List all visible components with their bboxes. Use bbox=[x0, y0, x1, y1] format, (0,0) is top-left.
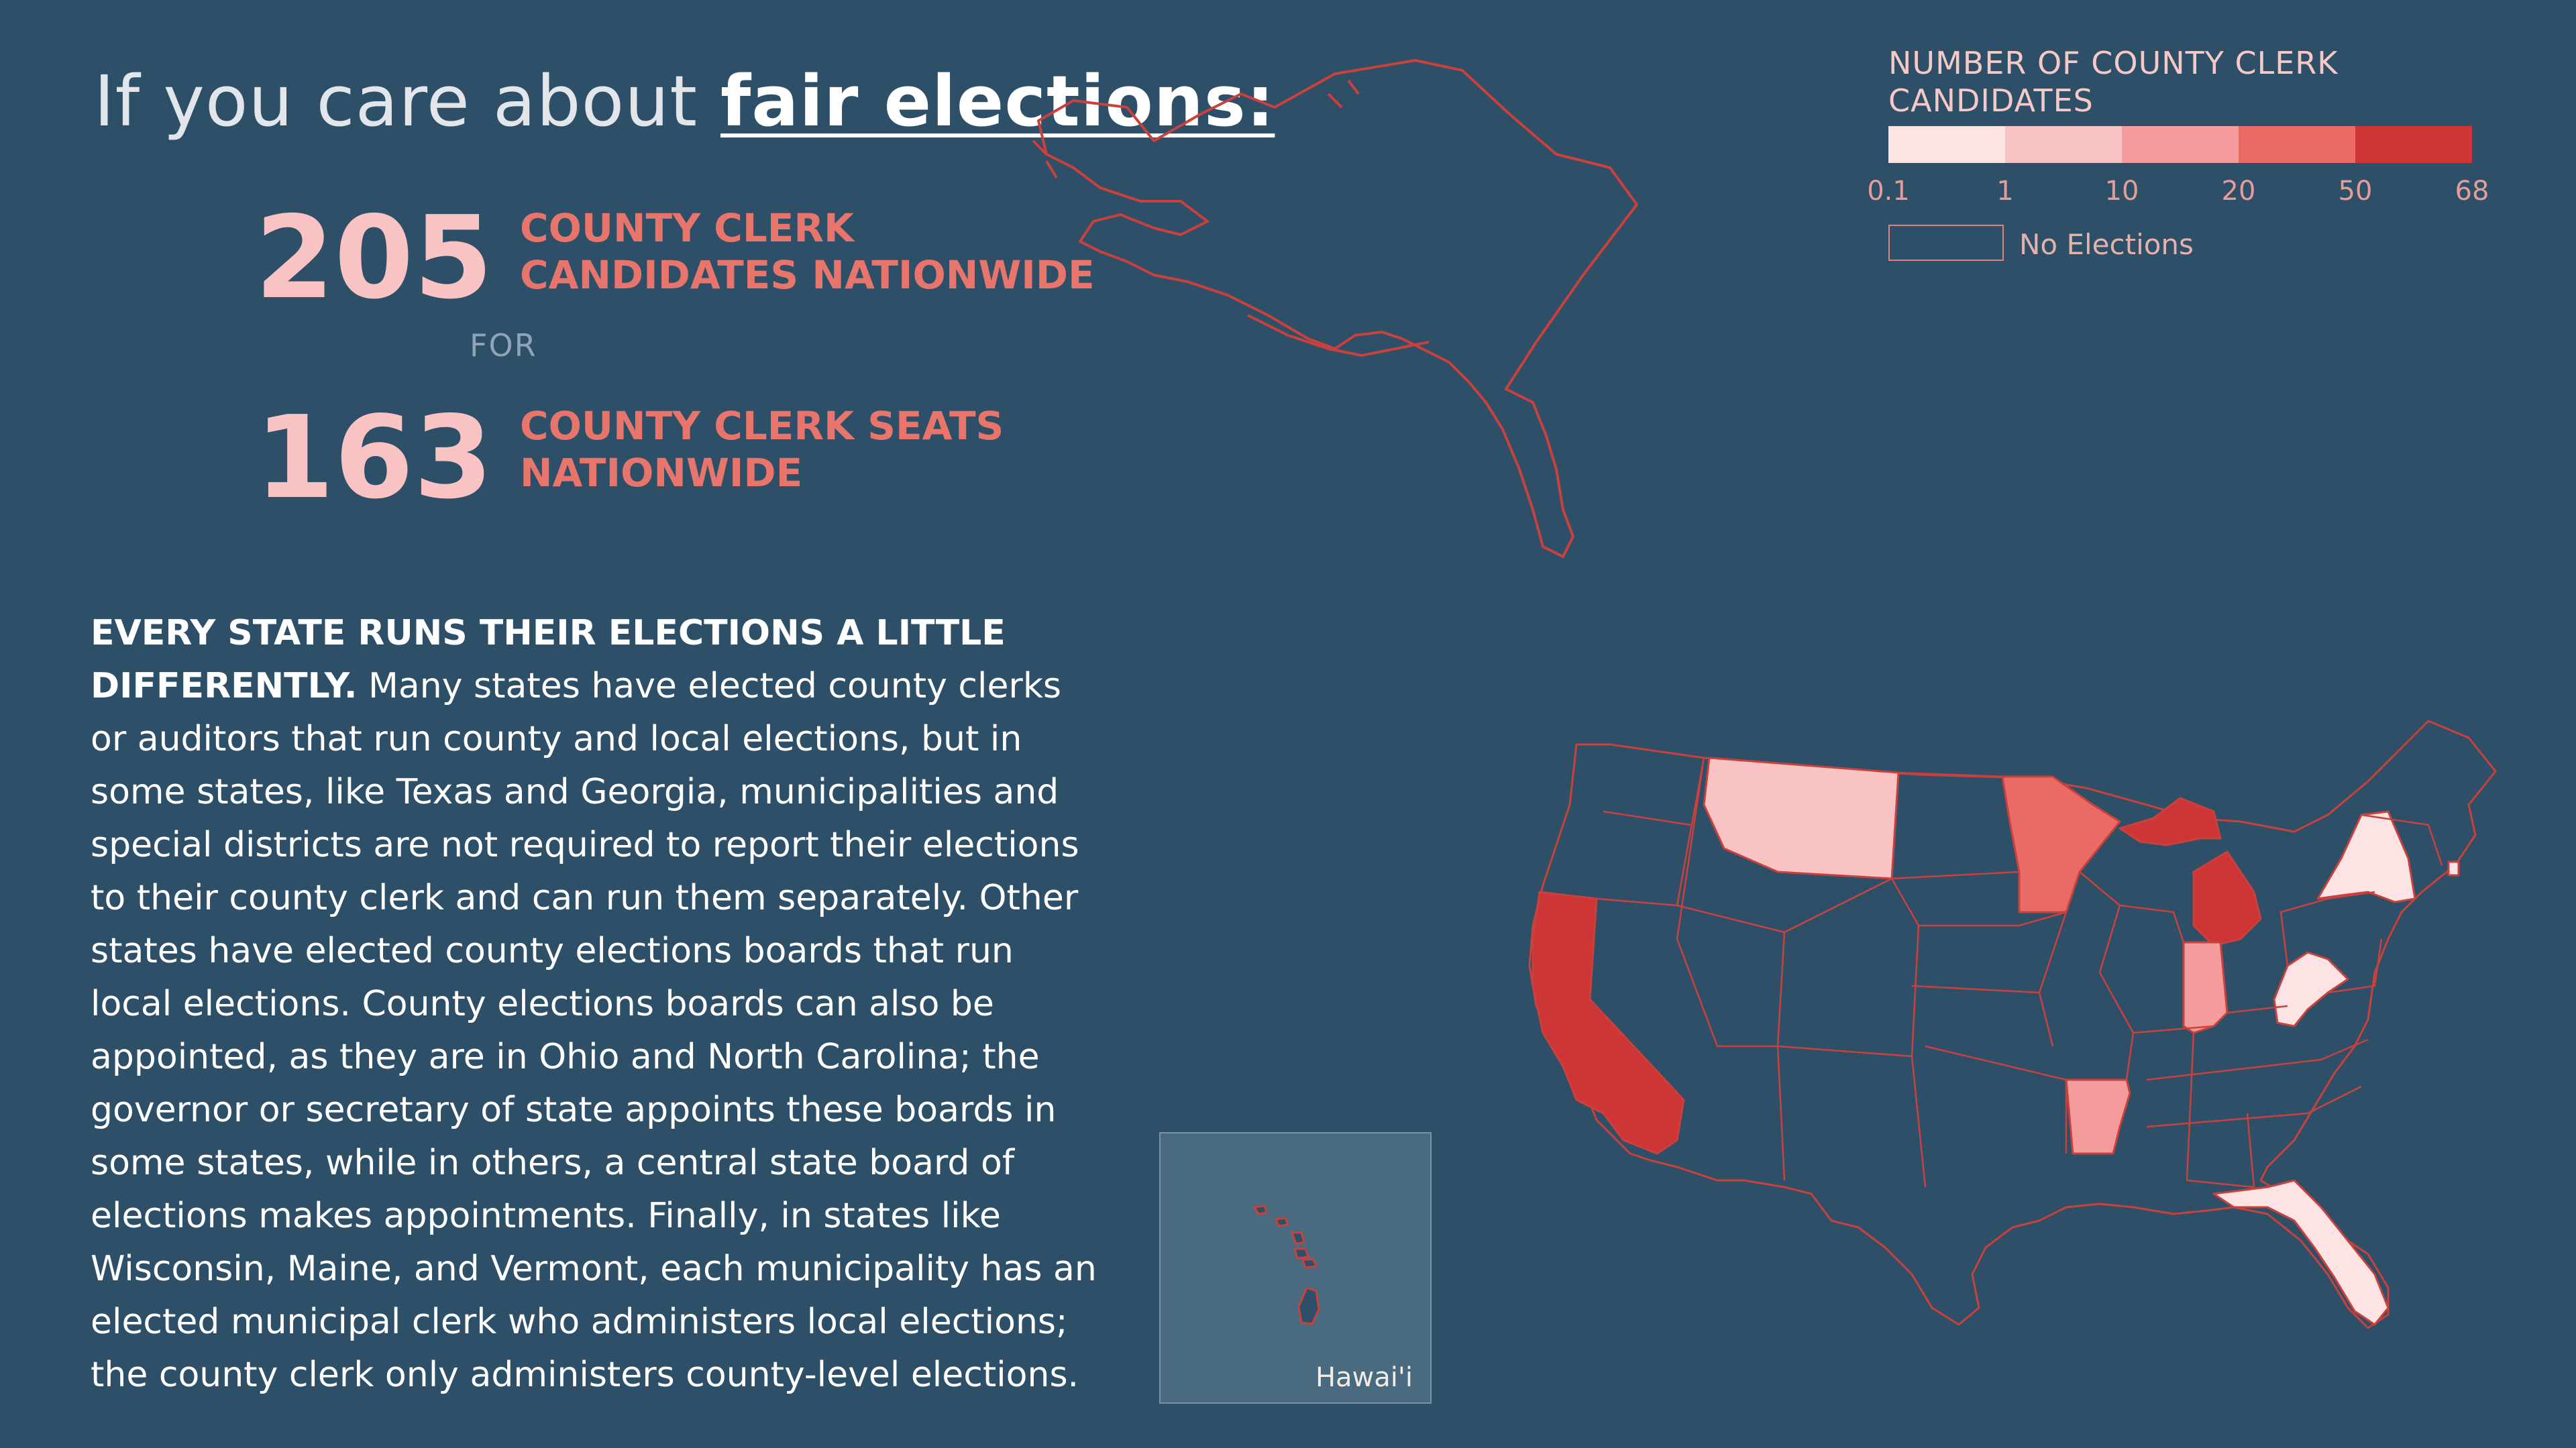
legend-swatch-3 bbox=[2122, 126, 2239, 163]
explanation-paragraph: EVERY STATE RUNS THEIR ELECTIONS A LITTL… bbox=[91, 607, 1097, 1402]
hawaii-islands bbox=[1252, 1205, 1320, 1325]
state-borders bbox=[1596, 757, 2443, 1188]
legend-title-line1: NUMBER OF COUNTY CLERK bbox=[1888, 45, 2339, 81]
hawaii-island bbox=[1293, 1247, 1310, 1260]
legend-tick: 1 bbox=[1996, 176, 2014, 207]
legend-swatch-4 bbox=[2239, 126, 2355, 163]
state-west-virginia bbox=[2273, 951, 2349, 1027]
legend-title: NUMBER OF COUNTY CLERK CANDIDATES bbox=[1888, 44, 2338, 119]
state-borders bbox=[1596, 757, 2443, 1188]
legend-title-line2: CANDIDATES bbox=[1888, 82, 2094, 119]
hawaii-island bbox=[1274, 1217, 1290, 1227]
legend-swatch-2 bbox=[2005, 126, 2122, 163]
legend-no-elections-swatch bbox=[1888, 225, 2004, 261]
state-michigan bbox=[2118, 797, 2262, 947]
candidates-label-line1: COUNTY CLERK bbox=[520, 205, 855, 251]
state-indiana bbox=[2182, 941, 2229, 1034]
explanation-text: Many states have elected county clerks o… bbox=[91, 666, 1097, 1395]
hawaii-island-group bbox=[1252, 1205, 1320, 1325]
seats-label: COUNTY CLERK SEATS NATIONWIDE bbox=[520, 402, 1004, 496]
state-alaska bbox=[1037, 59, 1638, 558]
hawaii-island bbox=[1301, 1258, 1318, 1269]
hawaii-island bbox=[1252, 1205, 1268, 1215]
for-connector: FOR bbox=[470, 327, 537, 364]
title-prefix: If you care about bbox=[94, 60, 721, 142]
seats-label-line2: NATIONWIDE bbox=[520, 450, 803, 496]
page-title: If you care about fair elections: bbox=[94, 60, 1275, 142]
state-new-york bbox=[2316, 810, 2416, 903]
legend-swatch-5 bbox=[2355, 126, 2472, 163]
legend-color-scale bbox=[1888, 126, 2472, 163]
state-california bbox=[1532, 891, 1685, 1155]
hawaii-label: Hawai'i bbox=[1315, 1362, 1413, 1393]
us-outline bbox=[1528, 720, 2497, 1329]
contiguous-us bbox=[1528, 720, 2497, 1329]
legend-no-elections-label: No Elections bbox=[2019, 228, 2194, 261]
hawaii-inset: Hawai'i bbox=[1159, 1132, 1432, 1404]
alaska bbox=[1032, 59, 1638, 558]
explanation-lead: EVERY STATE RUNS THEIR ELECTIONS A LITTL… bbox=[91, 613, 1006, 706]
hawaii-island bbox=[1297, 1286, 1320, 1325]
legend-tick: 50 bbox=[2338, 176, 2373, 207]
candidates-label-line2: CANDIDATES NATIONWIDE bbox=[520, 252, 1095, 298]
state-minnesota bbox=[2001, 775, 2121, 913]
alaska-islands bbox=[1032, 79, 1430, 357]
state-rhode-island bbox=[2447, 860, 2460, 877]
hawaii-island bbox=[1290, 1231, 1305, 1245]
seats-count: 163 bbox=[255, 392, 493, 524]
seats-label-line1: COUNTY CLERK SEATS bbox=[520, 403, 1004, 449]
legend-tick: 20 bbox=[2221, 176, 2256, 207]
candidates-count: 205 bbox=[255, 192, 493, 325]
state-florida bbox=[2212, 1179, 2390, 1326]
legend-tick: 10 bbox=[2104, 176, 2139, 207]
legend-tick: 68 bbox=[2455, 176, 2489, 207]
candidates-label: COUNTY CLERK CANDIDATES NATIONWIDE bbox=[520, 205, 1095, 298]
title-emphasis: fair elections: bbox=[720, 60, 1275, 142]
legend-swatch-1 bbox=[1888, 126, 2005, 163]
legend-tick: 0.1 bbox=[1867, 176, 1910, 207]
